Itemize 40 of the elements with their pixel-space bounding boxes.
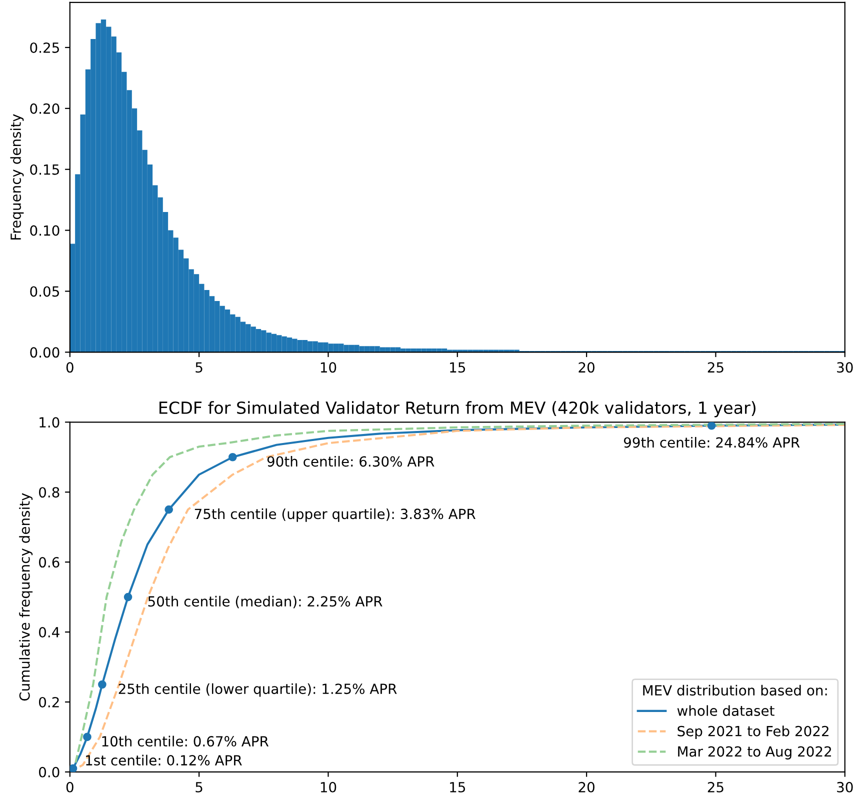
- x-tick-label: 10: [320, 362, 336, 373]
- x-tick-label: 15: [450, 782, 466, 792]
- chart-title: ECDF for Simulated Validator Return from MEV (420k validators, 1 year): [160, 401, 756, 418]
- x-tick-label: 10: [320, 782, 336, 792]
- y-tick-label: 0.2: [39, 696, 59, 708]
- y-tick-label: 0.4: [39, 626, 60, 638]
- annotation: 25th centile (lower quartile): 1.25% APR: [118, 683, 397, 697]
- legend-label: whole dataset: [677, 705, 774, 716]
- annotation: 90th centile: 6.30% APR: [267, 456, 434, 467]
- y-tick-label: 0.10: [30, 225, 60, 236]
- x-tick-label: 15: [450, 362, 466, 373]
- y-tick-label: 0.20: [30, 103, 60, 114]
- x-tick-label: 30: [837, 782, 853, 792]
- legend-label: Sep 2021 to Feb 2022: [678, 726, 828, 740]
- y-tick-label: 1.0: [40, 417, 60, 428]
- annotation: 99th centile: 24.84% APR: [624, 436, 800, 448]
- y-tick-label: 0.8: [39, 487, 60, 498]
- x-tick-label: 20: [578, 362, 594, 373]
- annotation: 50th centile (median): 2.25% APR: [148, 596, 382, 608]
- y-tick-label: 0.25: [30, 42, 59, 53]
- x-tick-label: 5: [196, 362, 202, 373]
- x-tick-label: 5: [196, 782, 202, 792]
- y-axis-title: Cumulative frequency density: [19, 493, 33, 701]
- x-tick-label: 30: [837, 362, 853, 373]
- y-tick-label: 0.05: [30, 286, 59, 297]
- x-tick-label: 20: [578, 782, 594, 792]
- y-tick-label: 0.00: [30, 347, 60, 358]
- annotation: 10th centile: 0.67% APR: [102, 736, 269, 747]
- x-tick-label: 25: [708, 782, 724, 792]
- y-tick-label: 0.15: [30, 164, 59, 175]
- legend-title: MEV distribution based on:: [643, 684, 827, 696]
- y-axis-title: Frequency density: [10, 114, 24, 240]
- legend-label: Mar 2022 to Aug 2022: [678, 746, 831, 760]
- x-tick-label: 25: [708, 362, 724, 373]
- annotation: 1st centile: 0.12% APR: [86, 754, 242, 766]
- x-tick-label: 0: [66, 782, 74, 792]
- y-tick-label: 0.0: [39, 766, 60, 778]
- y-tick-label: 0.6: [39, 557, 60, 568]
- annotation: 75th centile (upper quartile): 3.83% APR: [194, 508, 476, 522]
- x-tick-label: 0: [66, 362, 74, 373]
